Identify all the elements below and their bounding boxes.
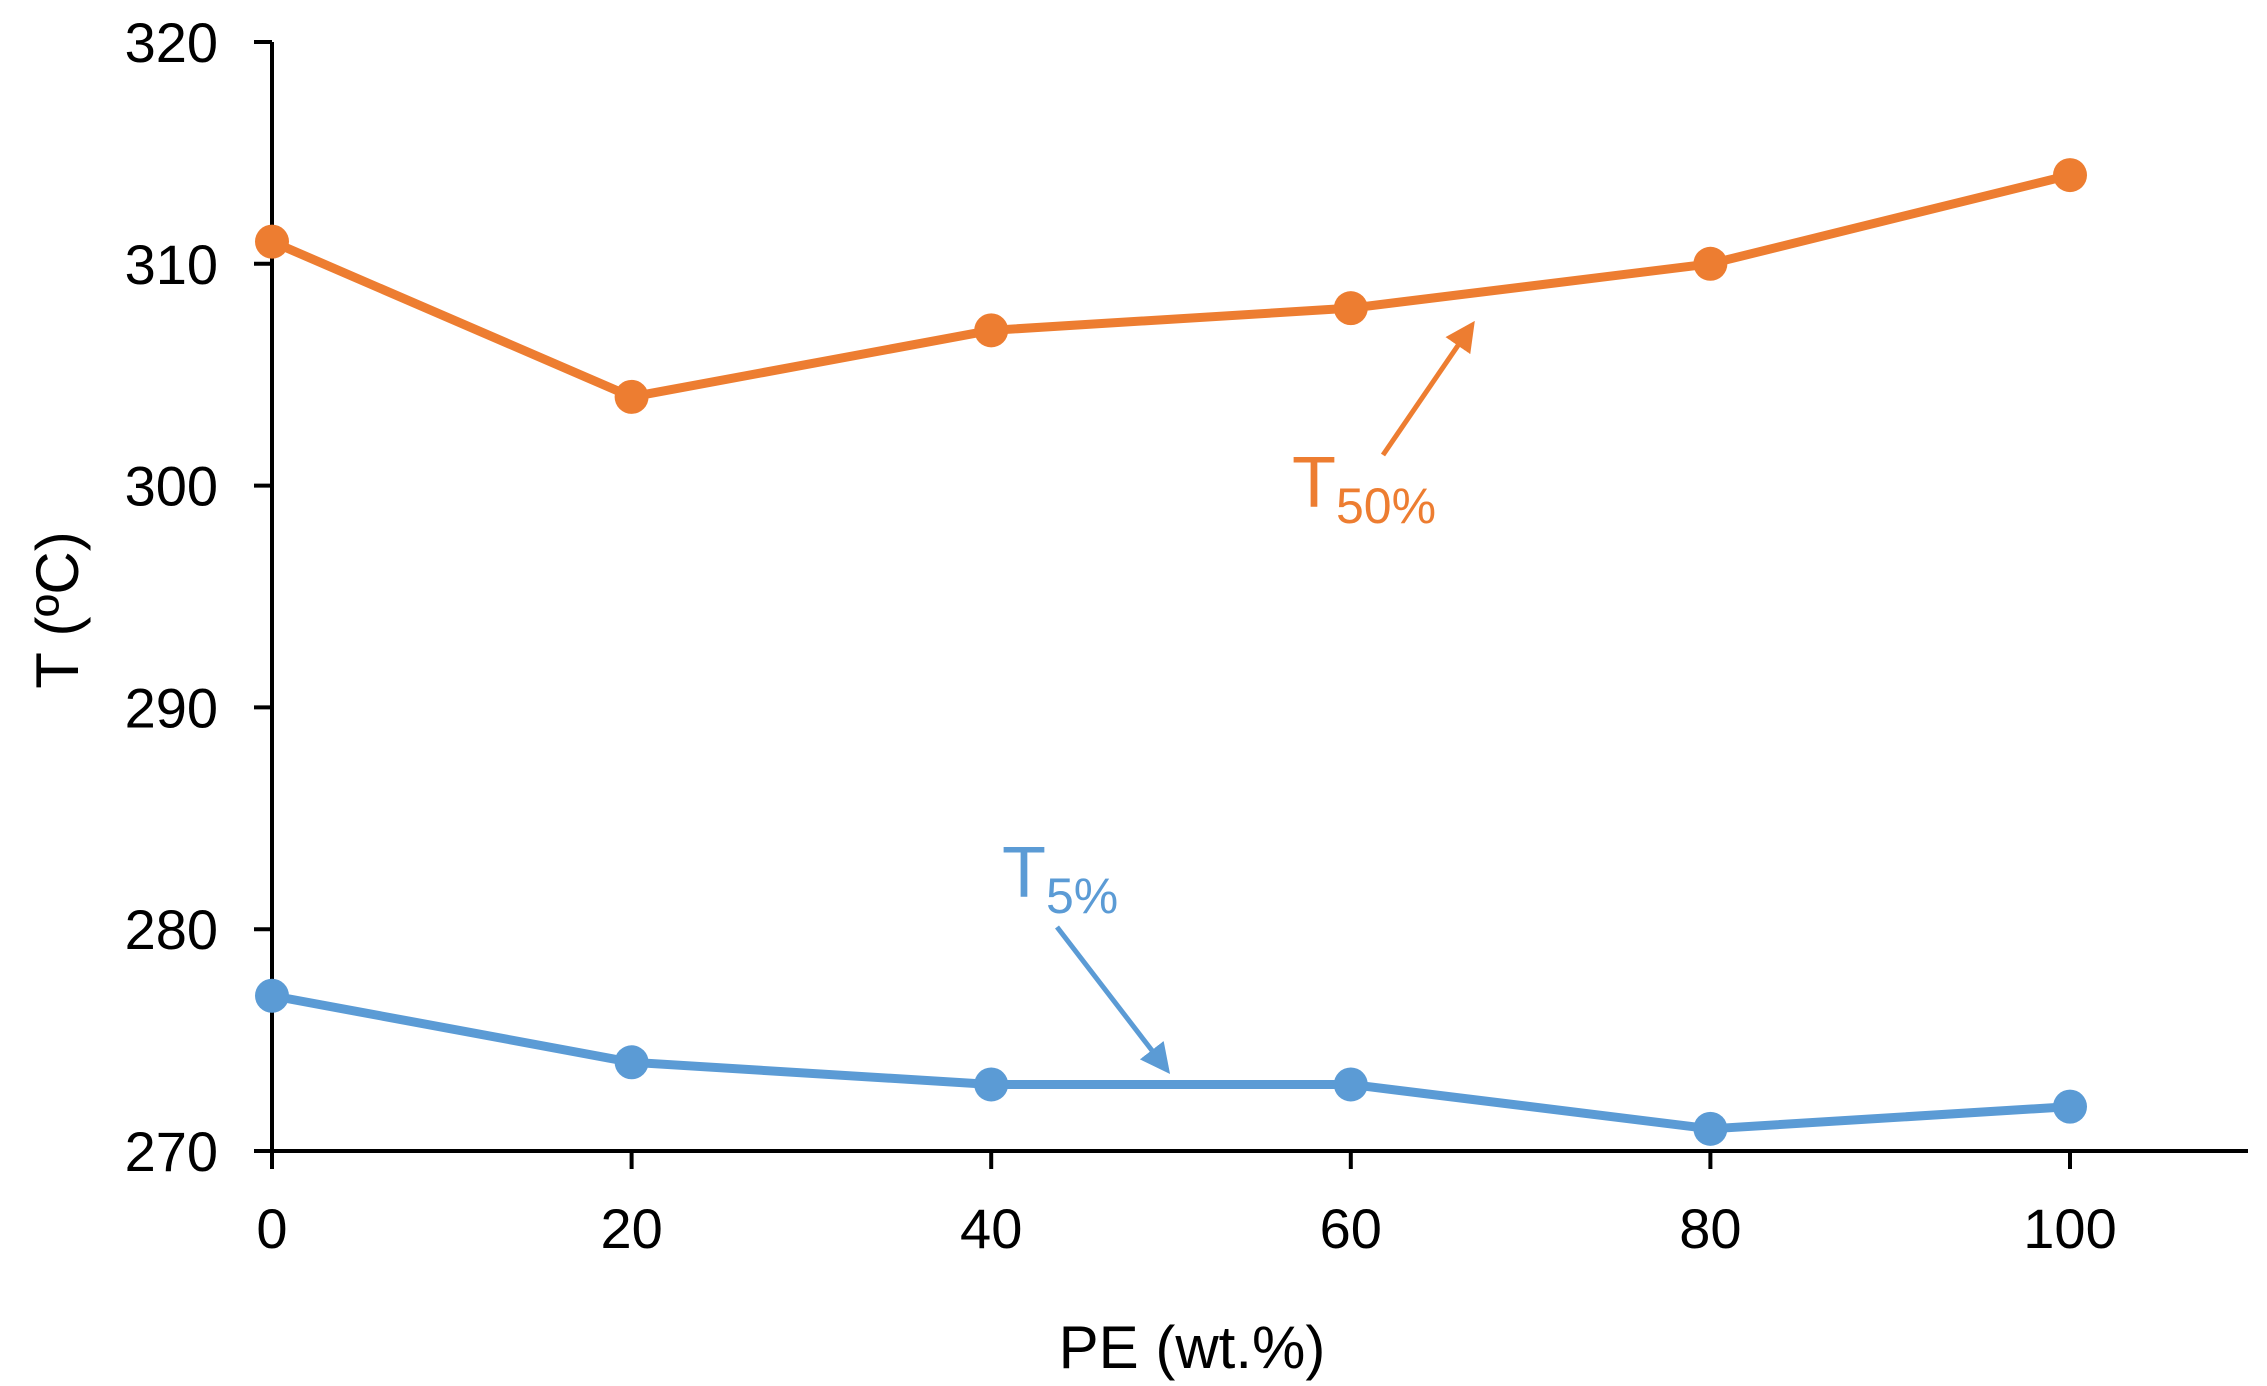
data-point [1693,246,1728,281]
series-1 [255,978,2087,1146]
x-axis-title: PE (wt.%) [1059,1314,1326,1381]
x-tick-label: 80 [1679,1197,1741,1260]
t5-annotation: T5% [1002,833,1171,1074]
data-point [1333,291,1368,326]
data-point [255,978,289,1013]
data-point [1693,1111,1728,1146]
t50-annotation: T50% [1292,320,1475,534]
t50-arrow [1380,320,1475,457]
data-point [614,379,649,414]
t5-arrow [1055,925,1171,1074]
x-tick-label: 20 [600,1197,662,1260]
data-point [614,1045,649,1080]
data-point [2053,1089,2087,1124]
y-tick-label: 280 [125,898,218,961]
x-tick-label: 100 [2023,1197,2116,1260]
series-line [270,170,2072,402]
t50-label-main: T [1292,443,1336,523]
y-tick-label: 310 [125,233,218,296]
data-point [974,313,1009,348]
y-ticks: 270 280 290 300 310 320 [125,11,272,1183]
t5-label-main: T [1002,833,1046,913]
x-tick-label: 40 [960,1197,1022,1260]
t50-label: T50% [1292,443,1436,534]
y-tick-label: 270 [125,1120,218,1183]
axes: 270 280 290 300 310 320 0 20 40 60 80 100 [125,11,2248,1260]
y-tick-label: 290 [125,676,218,739]
series-layer [255,158,2087,1146]
data-point [2053,158,2087,193]
t50-label-sub: 50% [1336,478,1436,534]
y-tick-label: 300 [125,455,218,518]
series-0 [255,158,2087,414]
x-tick-label: 0 [256,1197,287,1260]
y-tick-label: 320 [125,11,218,74]
t5-label-sub: 5% [1046,868,1118,924]
y-axis-title: T (ºC) [24,531,91,688]
data-point [974,1067,1009,1102]
x-tick-label: 60 [1320,1197,1382,1260]
t5-label: T5% [1002,833,1118,924]
x-ticks: 0 20 40 60 80 100 [256,1151,2117,1260]
series-line [271,991,2071,1134]
data-point [1333,1067,1368,1102]
data-point [255,224,289,259]
